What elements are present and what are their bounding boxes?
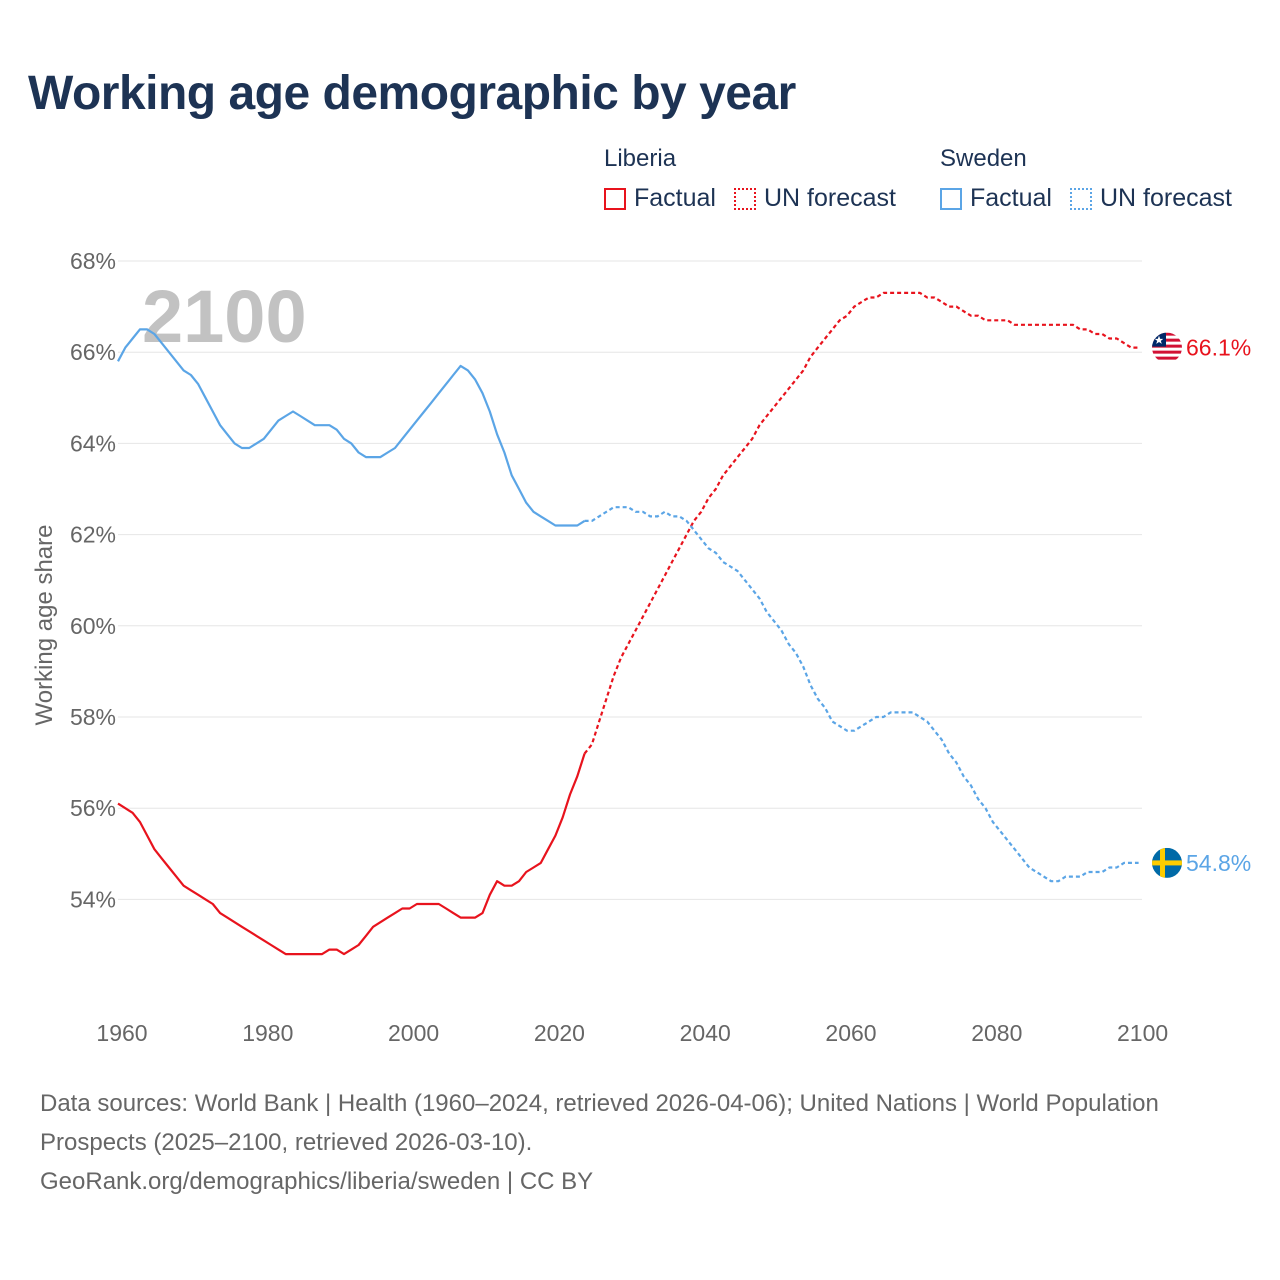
legend-group-title-liberia: Liberia	[604, 145, 677, 172]
x-axis-ticks: 1960 1980 2000 2020 2040 2060 2080 2100	[96, 1020, 1168, 1046]
source-text: Data sources: World Bank | Health (1960–…	[40, 1090, 1159, 1156]
legend-sweden-factual[interactable]: Factual	[940, 184, 1052, 213]
series-line-sweden-factual	[117, 328, 586, 527]
legend-label-liberia-factual: Factual	[634, 184, 716, 212]
y-axis-label: Working age share	[31, 525, 58, 726]
year-watermark: 2100	[142, 275, 307, 358]
end-label-liberia: 66.1%	[1186, 335, 1251, 361]
x-tick-label: 2040	[680, 1020, 731, 1046]
legend-liberia-factual[interactable]: Factual	[604, 184, 716, 213]
legend-swatch-sweden-factual	[940, 187, 962, 210]
legend-sweden-forecast[interactable]: UN forecast	[1069, 184, 1232, 213]
x-tick-label: 2020	[534, 1020, 585, 1046]
x-tick-label: 2000	[388, 1020, 439, 1046]
sweden-flag-icon	[1152, 847, 1182, 878]
legend-liberia-forecast[interactable]: UN forecast	[733, 184, 896, 213]
legend-label-sweden-forecast: UN forecast	[1099, 184, 1232, 212]
legend-swatch-sweden-forecast	[1069, 187, 1092, 210]
y-tick-label: 54%	[70, 886, 116, 912]
legend-swatch-liberia-forecast	[733, 187, 756, 210]
grid-lines	[118, 260, 1142, 900]
legend-label-sweden-factual: Factual	[970, 184, 1052, 212]
legend-label-liberia-forecast: UN forecast	[763, 184, 896, 212]
legend-group-title-sweden: Sweden	[940, 145, 1027, 172]
legend-group-sweden: Sweden Factual UN forecast	[940, 142, 1232, 213]
x-tick-label: 1980	[242, 1020, 293, 1046]
series-line-liberia-forecast	[583, 291, 1139, 755]
y-tick-label: 68%	[70, 248, 116, 274]
x-tick-label: 2080	[971, 1020, 1022, 1046]
y-tick-label: 64%	[70, 430, 116, 456]
series-lines	[117, 291, 1139, 956]
y-tick-label: 56%	[70, 795, 116, 821]
liberia-flag-icon	[1152, 332, 1182, 363]
x-tick-label: 2060	[825, 1020, 876, 1046]
y-tick-label: 66%	[70, 339, 116, 365]
source-link[interactable]: GeoRank.org/demographics/liberia/sweden …	[40, 1168, 594, 1195]
end-label-sweden: 54.8%	[1186, 850, 1251, 876]
legend-swatch-liberia-factual	[604, 187, 626, 210]
y-axis-ticks: 54% 56% 58% 60% 62% 64% 66% 68%	[70, 248, 116, 912]
y-tick-label: 62%	[70, 522, 116, 548]
series-line-sweden-forecast	[584, 506, 1139, 883]
y-tick-label: 58%	[70, 704, 116, 730]
series-line-liberia-factual	[117, 753, 586, 956]
legend-group-liberia: Liberia Factual UN forecast	[604, 142, 914, 213]
source-note: Data sources: World Bank | Health (1960–…	[40, 1084, 1220, 1201]
chart-title: Working age demographic by year	[28, 67, 796, 120]
y-tick-label: 60%	[70, 613, 116, 639]
x-tick-label: 2100	[1117, 1020, 1168, 1046]
x-tick-label: 1960	[96, 1020, 147, 1046]
